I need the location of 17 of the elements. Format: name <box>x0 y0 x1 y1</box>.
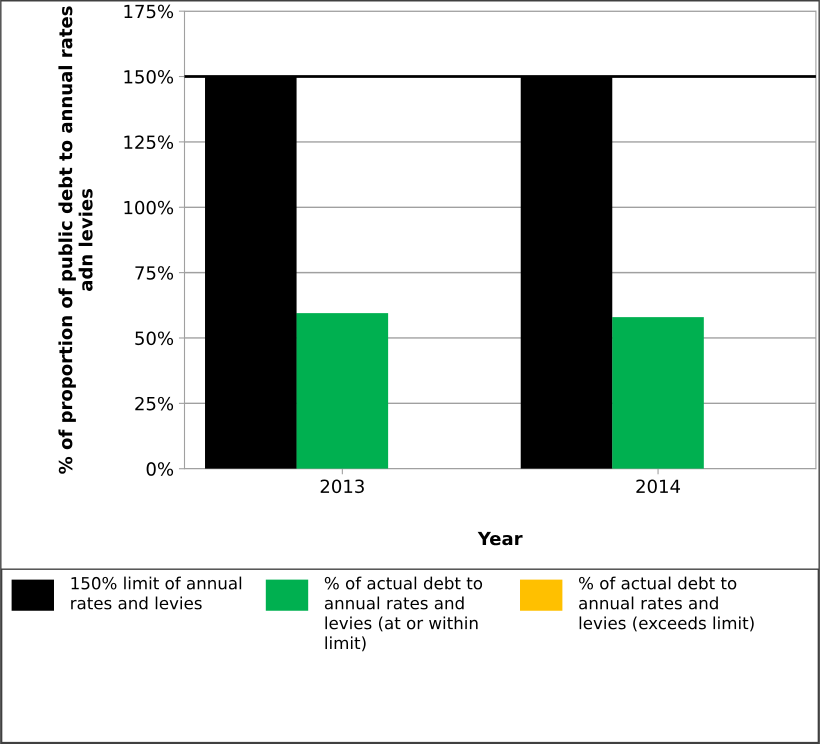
legend-label: 150% limit of annual rates and levies <box>71 576 242 610</box>
y-tick-label: 25% <box>135 396 174 410</box>
y-axis-title: % of proportion of public debt to annual rates adn levies <box>58 6 93 474</box>
y-tick-label: 0% <box>146 462 174 476</box>
y-tick-label: 125% <box>124 135 174 150</box>
x-axis-title: Year <box>478 532 523 546</box>
x-tick-label: 2014 <box>636 479 680 494</box>
y-tick-label: 150% <box>124 70 174 84</box>
bar <box>296 313 388 469</box>
bar <box>612 317 704 469</box>
x-tick-label: 2013 <box>320 479 364 494</box>
legend-label: % of actual debt to annual rates and levies (exceeds limit) <box>579 576 754 632</box>
legend-label: % of actual debt to annual rates and levies (at or within limit) <box>324 576 482 652</box>
y-tick-label: 100% <box>124 200 174 214</box>
y-tick-label: 175% <box>124 4 174 18</box>
y-tick-label: 50% <box>135 331 174 346</box>
y-tick-label: 75% <box>135 266 174 280</box>
